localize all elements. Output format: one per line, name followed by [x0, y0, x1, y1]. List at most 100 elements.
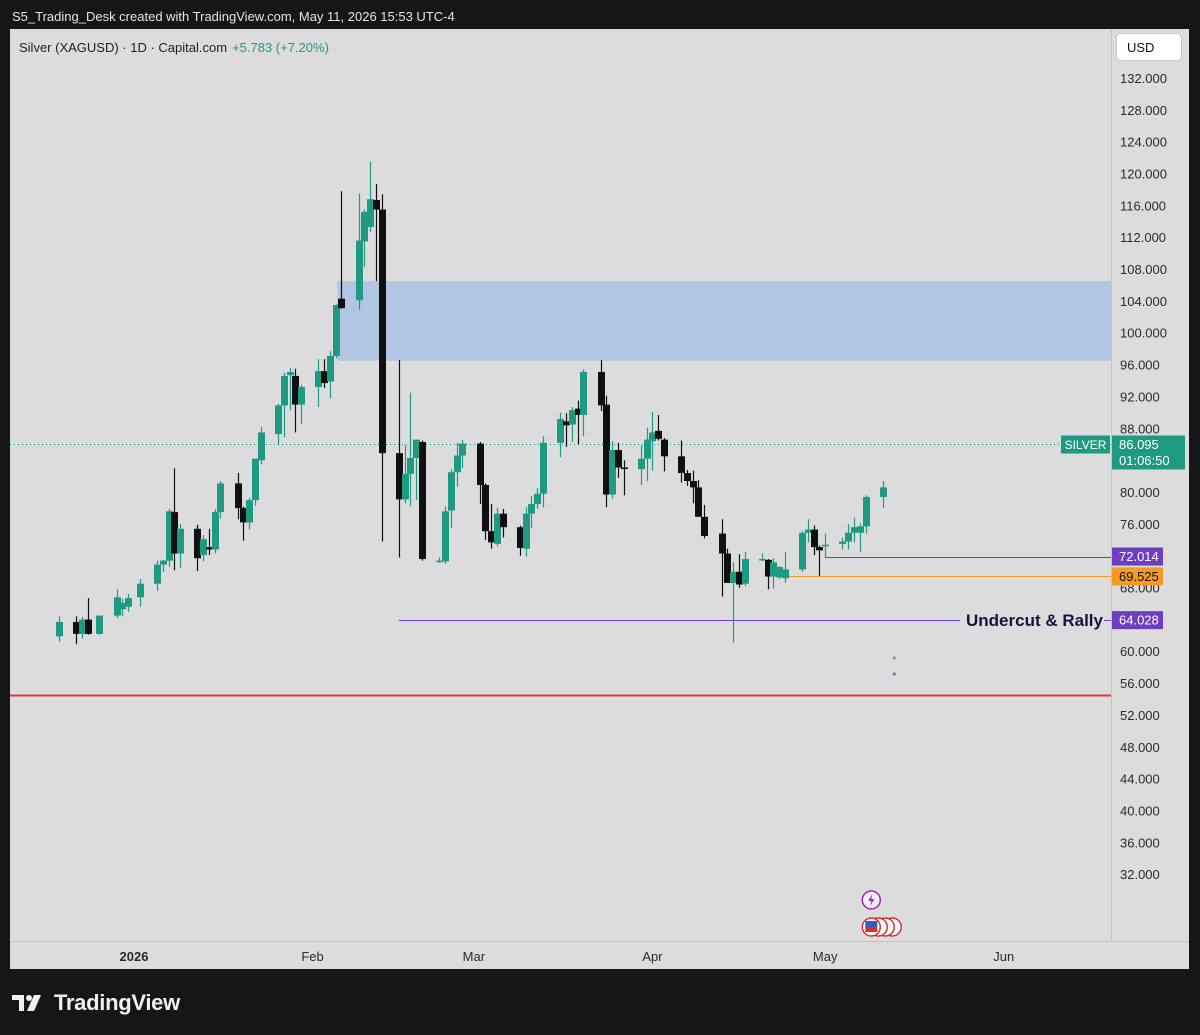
price-tick-label: 88.000 [1120, 421, 1160, 436]
candle-body [212, 512, 219, 550]
symbol-legend[interactable]: Silver (XAGUSD) · 1D · Capital.com +5.783… [19, 40, 329, 55]
candle-body [719, 533, 726, 554]
candle-body [857, 526, 864, 533]
level-64-axis-tag [1112, 611, 1163, 630]
candle-body [96, 615, 103, 634]
candle-body [315, 371, 322, 388]
level-64-axis-label: 64.028 [1119, 613, 1159, 628]
candle-body [701, 516, 708, 536]
level-72-axis-tag [1112, 547, 1163, 566]
price-tick-label: 108.000 [1120, 262, 1167, 277]
candle-body [56, 621, 63, 637]
price-tick-label: 116.000 [1120, 198, 1166, 213]
tradingview-logo-icon [12, 995, 41, 1011]
candle-body [684, 473, 691, 482]
symbol-title: Silver (XAGUSD) · 1D · Capital.com [19, 40, 228, 55]
candle-body [569, 410, 576, 425]
candle-body [644, 439, 651, 459]
candle-body [776, 567, 783, 578]
price-axis-panel [1111, 29, 1189, 969]
candle-body [649, 432, 656, 442]
candle-body [367, 199, 374, 228]
candle-body [742, 559, 749, 584]
candle-body [730, 571, 737, 583]
candle-body [298, 387, 305, 405]
candle-body [695, 487, 702, 517]
price-tick-label: 132.000 [1120, 71, 1167, 86]
candle-body [482, 485, 489, 532]
candle-body [200, 539, 207, 556]
last-price-axis-tag [1112, 435, 1185, 470]
candle-body [177, 528, 184, 554]
price-tick-label: 76.000 [1120, 517, 1160, 532]
candle-body [557, 418, 564, 443]
candle-body [477, 443, 484, 485]
candle-body [655, 430, 662, 439]
price-tick-label: 128.000 [1120, 103, 1167, 118]
candle-body [621, 467, 628, 470]
price-tick-label: 36.000 [1120, 835, 1160, 850]
candle-body [292, 375, 299, 405]
candle-body [880, 487, 887, 497]
candle-body [563, 421, 570, 426]
candle-body [79, 619, 86, 634]
candle-body [638, 458, 645, 470]
candle-body [805, 529, 812, 533]
time-tick-label: May [813, 949, 838, 964]
chart-canvas[interactable]: 32.000 36.000 40.000 44.000 48.000 52.000 56.0… [10, 29, 1189, 969]
candle-body [396, 453, 403, 500]
candle-body [678, 456, 685, 474]
candle-body [235, 483, 242, 509]
candle-body [759, 559, 766, 561]
candle-body [863, 496, 870, 527]
last-price-countdown: 01:06:50 [1119, 453, 1170, 468]
candle-body [361, 211, 368, 242]
candle-body [575, 408, 582, 415]
candle-body [419, 442, 426, 560]
candle-body [206, 547, 213, 550]
candle-body [442, 511, 449, 562]
candle-body [171, 512, 178, 554]
candle-body [287, 371, 294, 376]
candle-body [137, 583, 144, 598]
price-tick-label: 40.000 [1120, 803, 1160, 818]
candle-body [822, 544, 829, 547]
candle-body [736, 571, 743, 585]
candle-body [246, 500, 253, 523]
price-tick-label: 112.000 [1120, 230, 1166, 245]
level-72-axis-label: 72.014 [1119, 549, 1159, 564]
level-69-axis-tag [1112, 567, 1163, 586]
candle-body [258, 432, 265, 461]
candle-body [217, 483, 224, 513]
footer-brand[interactable]: TradingView [12, 990, 180, 1016]
price-tick-label: 100.000 [1120, 326, 1167, 341]
candle-body [338, 298, 345, 309]
price-tick-label: 52.000 [1120, 708, 1160, 723]
candle-body [166, 511, 173, 561]
annotation-backdrop [960, 609, 1104, 632]
candle-body [609, 449, 616, 495]
candle-body [240, 508, 247, 523]
candle-body [765, 559, 772, 577]
last-price-symbol-label: SILVER [1065, 438, 1107, 452]
candle-body [845, 532, 852, 542]
candle-body [333, 305, 340, 357]
candle-body [534, 493, 541, 505]
candle-body [770, 562, 777, 577]
candle-body [580, 371, 587, 415]
price-tick-label: 60.000 [1120, 644, 1160, 659]
candle-body [816, 547, 823, 551]
marker-dot [892, 656, 896, 660]
candle-body [598, 371, 605, 406]
supply-zone-rect [337, 281, 1111, 361]
candle-body [154, 564, 161, 584]
candle-body [119, 602, 126, 610]
candle-body [252, 458, 259, 501]
candle-body [690, 481, 697, 488]
candle-body [275, 405, 282, 435]
candle-body [603, 404, 610, 495]
price-tick-label: 104.000 [1120, 294, 1167, 309]
currency-button[interactable]: USD [1116, 33, 1182, 61]
candle-body [459, 443, 466, 456]
candle-body [321, 371, 328, 384]
